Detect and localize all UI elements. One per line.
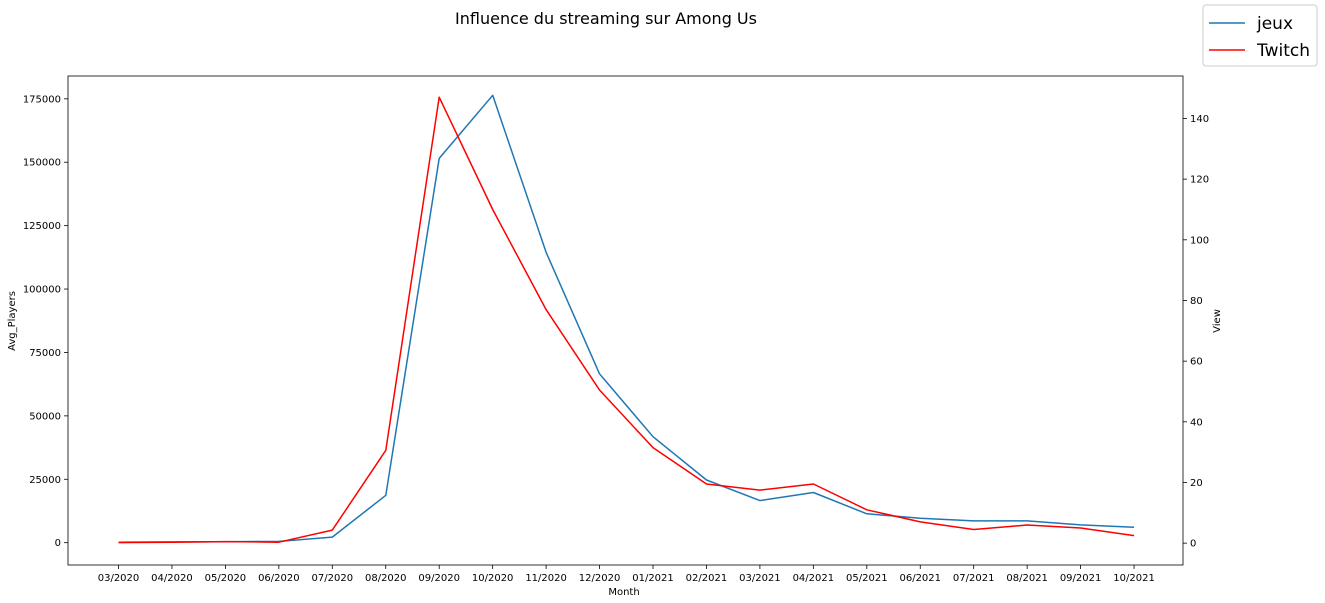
x-axis: 03/2020 04/2020 05/2020 06/2020 07/2020 08/20… (98, 565, 1155, 584)
left-tick-label: 50000 (29, 411, 61, 422)
left-tick-label: 100000 (23, 285, 61, 296)
x-tick-label: 09/2021 (1060, 573, 1102, 584)
x-axis-title: Month (608, 587, 639, 598)
right-tick-label: 0 (1190, 539, 1196, 550)
left-tick-label: 150000 (23, 158, 61, 169)
x-tick-label: 08/2020 (365, 573, 407, 584)
x-tick-label: 07/2021 (953, 573, 995, 584)
right-tick-label: 60 (1190, 357, 1203, 368)
x-tick-label: 06/2020 (258, 573, 300, 584)
right-tick-label: 40 (1190, 417, 1203, 428)
series-line-jeux (118, 94, 1135, 543)
x-tick-label: 04/2020 (151, 573, 193, 584)
x-tick-label: 05/2020 (205, 573, 247, 584)
right-tick-label: 20 (1190, 478, 1203, 489)
right-axis-title: View (1212, 309, 1223, 333)
left-tick-label: 175000 (23, 94, 61, 105)
right-tick-label: 140 (1190, 114, 1209, 125)
x-tick-label: 09/2020 (418, 573, 460, 584)
left-y-axis: 0 25000 50000 75000 100000 125000 150000 175000 (23, 94, 68, 549)
plot-frame (67, 75, 1184, 566)
x-tick-label: 12/2020 (579, 573, 621, 584)
legend: jeux Twitch (1202, 4, 1318, 67)
x-tick-label: 10/2021 (1113, 573, 1155, 584)
x-tick-label: 03/2020 (98, 573, 140, 584)
series-line-twitch (118, 96, 1135, 544)
x-tick-label: 11/2020 (525, 573, 567, 584)
x-tick-label: 05/2021 (846, 573, 888, 584)
x-tick-label: 07/2020 (312, 573, 354, 584)
x-tick-label: 06/2021 (899, 573, 941, 584)
x-tick-label: 01/2021 (632, 573, 674, 584)
left-tick-label: 125000 (23, 221, 61, 232)
left-tick-label: 75000 (29, 348, 61, 359)
x-tick-label: 02/2021 (686, 573, 728, 584)
left-tick-label: 25000 (29, 475, 61, 486)
x-tick-label: 03/2021 (739, 573, 781, 584)
right-tick-label: 120 (1190, 175, 1209, 186)
x-tick-label: 04/2021 (793, 573, 835, 584)
left-tick-label: 0 (55, 538, 61, 549)
left-axis-title: Avg_Players (7, 291, 18, 351)
series-layer (118, 94, 1135, 544)
legend-label: Twitch (1256, 41, 1310, 61)
right-y-axis: 0 20 40 60 80 100 120 140 (1183, 114, 1209, 550)
legend-label: jeux (1256, 14, 1293, 34)
x-tick-label: 10/2020 (472, 573, 514, 584)
chart-title: Influence du streaming sur Among Us (455, 9, 757, 28)
right-tick-label: 80 (1190, 296, 1203, 307)
right-tick-label: 100 (1190, 235, 1209, 246)
x-tick-label: 08/2021 (1006, 573, 1048, 584)
